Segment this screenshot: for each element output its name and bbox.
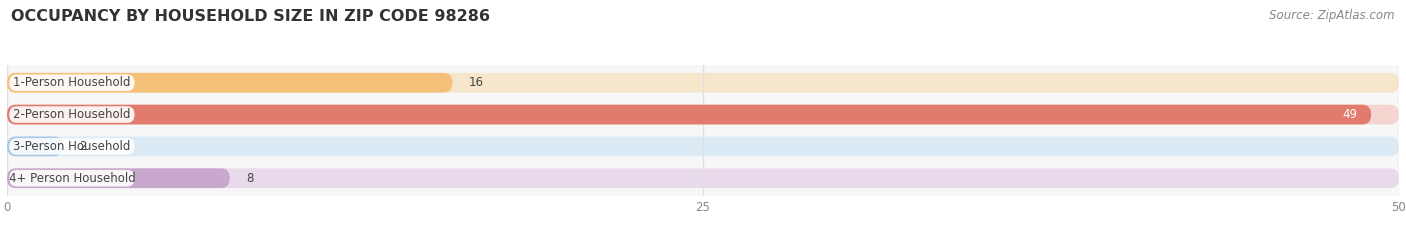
Text: 3-Person Household: 3-Person Household bbox=[13, 140, 131, 153]
Text: 8: 8 bbox=[246, 172, 254, 185]
FancyBboxPatch shape bbox=[10, 106, 135, 123]
Text: 2-Person Household: 2-Person Household bbox=[13, 108, 131, 121]
FancyBboxPatch shape bbox=[7, 73, 1399, 93]
Text: 49: 49 bbox=[1343, 108, 1357, 121]
FancyBboxPatch shape bbox=[7, 105, 1399, 124]
FancyBboxPatch shape bbox=[7, 137, 1399, 156]
FancyBboxPatch shape bbox=[7, 105, 1371, 124]
Text: 1-Person Household: 1-Person Household bbox=[13, 76, 131, 89]
FancyBboxPatch shape bbox=[7, 168, 229, 188]
FancyBboxPatch shape bbox=[7, 137, 63, 156]
Text: 16: 16 bbox=[470, 76, 484, 89]
Text: OCCUPANCY BY HOUSEHOLD SIZE IN ZIP CODE 98286: OCCUPANCY BY HOUSEHOLD SIZE IN ZIP CODE … bbox=[11, 9, 491, 24]
FancyBboxPatch shape bbox=[7, 168, 1399, 188]
FancyBboxPatch shape bbox=[7, 73, 453, 93]
FancyBboxPatch shape bbox=[10, 170, 135, 186]
FancyBboxPatch shape bbox=[10, 138, 135, 155]
Text: 2: 2 bbox=[79, 140, 87, 153]
Text: Source: ZipAtlas.com: Source: ZipAtlas.com bbox=[1270, 9, 1395, 22]
FancyBboxPatch shape bbox=[10, 75, 135, 91]
Text: 4+ Person Household: 4+ Person Household bbox=[8, 172, 135, 185]
